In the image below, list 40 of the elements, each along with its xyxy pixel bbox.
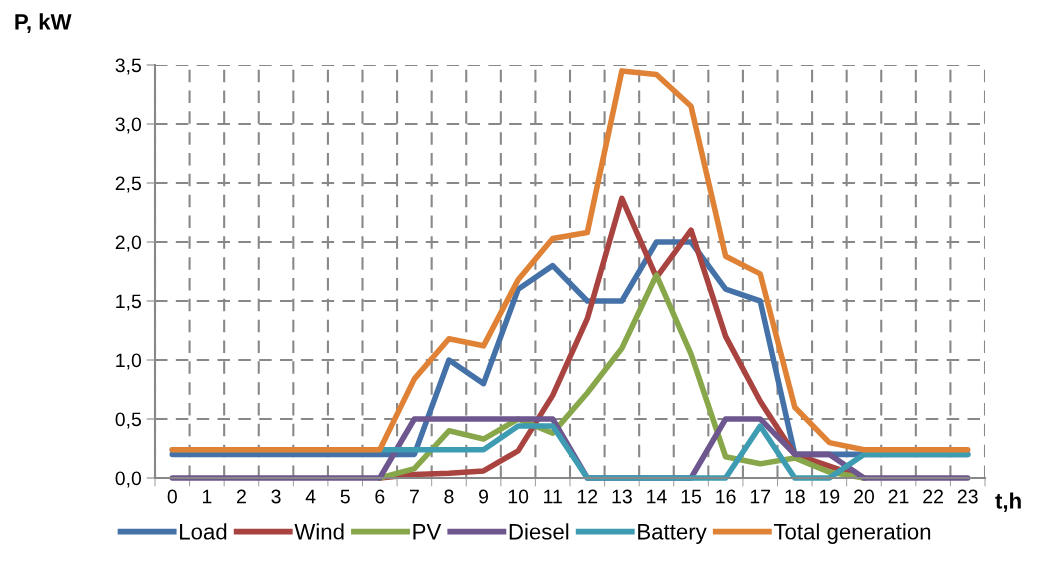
x-tick-label: 3 bbox=[271, 489, 281, 504]
x-tick-label: 21 bbox=[888, 489, 909, 504]
y-tick-label: 1,5 bbox=[116, 294, 141, 311]
legend-label: PV bbox=[413, 524, 442, 540]
y-tick-label: 1,0 bbox=[116, 353, 142, 370]
x-tick-label: 18 bbox=[785, 489, 805, 504]
legend-label: Wind bbox=[294, 523, 344, 540]
x-tick-label: 14 bbox=[647, 489, 667, 504]
x-tick-label: 11 bbox=[544, 489, 562, 504]
x-tick-label: 20 bbox=[854, 489, 875, 504]
y-tick-label: 3,0 bbox=[115, 117, 142, 134]
x-tick-label: 0 bbox=[167, 489, 177, 504]
x-tick-label: 8 bbox=[444, 489, 454, 504]
legend-label: Total generation bbox=[773, 523, 931, 544]
x-tick-label: 1 bbox=[202, 489, 212, 504]
x-tick-label: 10 bbox=[508, 489, 529, 504]
x-tick-label: 15 bbox=[681, 489, 702, 504]
y-axis-title: P, kW bbox=[15, 13, 72, 33]
x-tick-label: 12 bbox=[577, 489, 598, 504]
y-tick-label: 0,0 bbox=[115, 471, 142, 488]
y-tick-label: 2,0 bbox=[115, 235, 142, 252]
x-axis-title: t,h bbox=[995, 492, 1021, 512]
x-tick-label: 23 bbox=[957, 489, 978, 504]
x-tick-label: 5 bbox=[340, 489, 350, 504]
x-tick-label: 4 bbox=[305, 489, 316, 504]
legend-label: Battery bbox=[638, 524, 707, 544]
x-tick-label: 16 bbox=[716, 489, 736, 504]
x-tick-label: 7 bbox=[409, 489, 419, 504]
y-tick-label: 3,5 bbox=[115, 58, 141, 75]
x-tick-label: 13 bbox=[612, 489, 632, 504]
legend-label: Load bbox=[180, 523, 227, 540]
y-tick-label: 2,5 bbox=[115, 176, 141, 193]
x-tick-label: 19 bbox=[820, 489, 840, 504]
legend-label: Diesel bbox=[509, 523, 569, 540]
x-tick-label: 22 bbox=[923, 489, 943, 504]
x-tick-label: 6 bbox=[375, 489, 385, 504]
y-tick-label: 0,5 bbox=[115, 412, 141, 429]
x-tick-label: 17 bbox=[750, 489, 771, 504]
x-tick-label: 2 bbox=[237, 489, 246, 504]
x-tick-label: 9 bbox=[479, 489, 489, 504]
